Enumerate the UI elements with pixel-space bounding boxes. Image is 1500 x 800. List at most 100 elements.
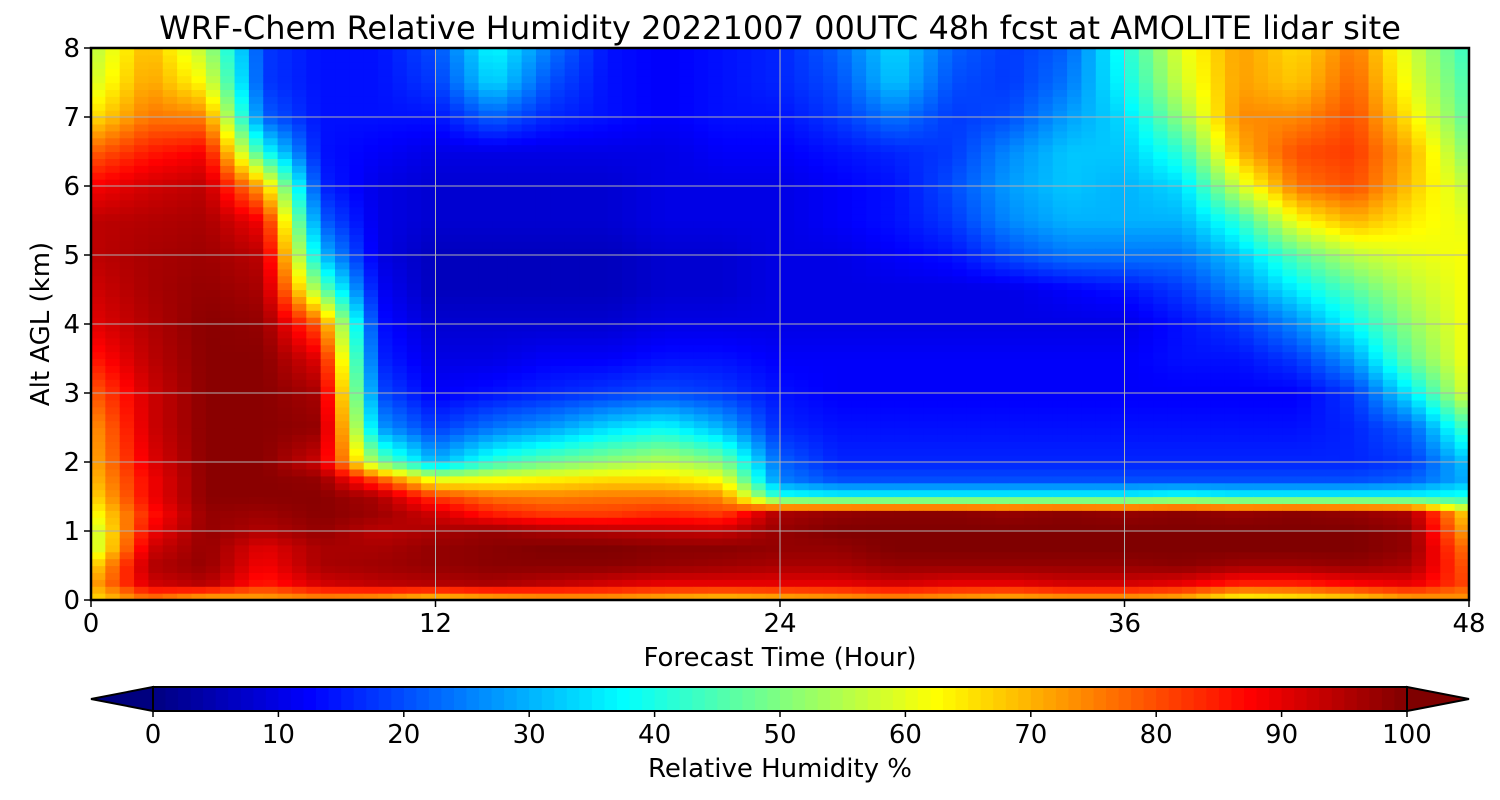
heatmap-cell <box>478 227 494 235</box>
heatmap-cell <box>622 61 638 70</box>
heatmap-cell <box>435 130 451 139</box>
heatmap-cell <box>550 399 566 408</box>
heatmap-cell <box>91 123 106 132</box>
heatmap-cell <box>421 593 437 601</box>
heatmap-cell <box>421 358 437 366</box>
heatmap-cell <box>837 551 853 560</box>
heatmap-cell <box>492 282 508 291</box>
heatmap-cell <box>234 448 250 456</box>
heatmap-cell <box>406 151 422 159</box>
heatmap-cell <box>894 344 910 353</box>
heatmap-cell <box>665 296 681 304</box>
heatmap-cell <box>220 151 236 159</box>
heatmap-cell <box>564 96 580 104</box>
heatmap-cell <box>650 393 666 401</box>
heatmap-cell <box>335 393 350 401</box>
heatmap-cell <box>177 199 193 208</box>
heatmap-cell <box>751 137 767 146</box>
heatmap-cell <box>966 199 982 208</box>
heatmap-cell <box>464 123 480 132</box>
heatmap-cell <box>521 144 537 153</box>
heatmap-cell <box>177 172 193 180</box>
heatmap-cell <box>665 248 681 256</box>
heatmap-cell <box>894 330 910 339</box>
heatmap-cell <box>880 192 896 201</box>
heatmap-cell <box>177 448 193 456</box>
heatmap-cell <box>952 199 968 208</box>
heatmap-cell <box>349 434 365 442</box>
heatmap-cell <box>579 565 594 573</box>
heatmap-cell <box>507 227 523 235</box>
heatmap-cell <box>507 399 523 408</box>
heatmap-cell <box>306 192 322 201</box>
heatmap-cell <box>952 351 968 360</box>
heatmap-cell <box>564 441 580 449</box>
heatmap-cell <box>866 455 882 463</box>
heatmap-cell <box>406 337 422 346</box>
heatmap-cell <box>808 337 824 346</box>
heatmap-cell <box>564 586 580 594</box>
heatmap-cell <box>277 330 293 339</box>
heatmap-cell <box>937 593 953 601</box>
heatmap-cell <box>736 192 752 201</box>
heatmap-cell <box>564 468 580 477</box>
heatmap-cell <box>234 296 250 304</box>
heatmap-cell <box>866 255 882 263</box>
heatmap-cell <box>507 455 523 463</box>
heatmap-cell <box>765 448 781 456</box>
heatmap-cell <box>248 455 264 463</box>
heatmap-cell <box>937 255 953 263</box>
heatmap-cell <box>205 593 221 601</box>
heatmap-cell <box>492 172 508 180</box>
heatmap-cell <box>937 213 953 222</box>
heatmap-cell <box>148 337 164 346</box>
heatmap-cell <box>607 468 623 477</box>
heatmap-cell <box>119 517 135 525</box>
heatmap-cell <box>679 151 695 159</box>
heatmap-cell <box>693 586 709 594</box>
heatmap-cell <box>464 386 480 394</box>
heatmap-cell <box>665 372 681 380</box>
heatmap-cell <box>550 303 566 311</box>
heatmap-cell <box>622 475 638 484</box>
heatmap-cell <box>263 303 279 311</box>
heatmap-cell <box>492 462 508 470</box>
heatmap-cell <box>937 144 953 153</box>
heatmap-cell <box>177 579 193 587</box>
heatmap-cell <box>593 524 609 532</box>
heatmap-cell <box>564 213 580 222</box>
heatmap-cell <box>535 110 551 118</box>
heatmap-cell <box>794 420 810 429</box>
heatmap-cell <box>693 448 709 456</box>
heatmap-cell <box>693 61 709 70</box>
heatmap-cell <box>535 289 551 297</box>
heatmap-cell <box>277 289 293 297</box>
heatmap-cell <box>392 579 408 587</box>
heatmap-cell <box>622 503 638 511</box>
heatmap-cell <box>134 289 150 297</box>
heatmap-cell <box>564 448 580 456</box>
heatmap-cell <box>277 544 293 553</box>
heatmap-cell <box>91 413 106 422</box>
heatmap-cell <box>378 489 394 498</box>
heatmap-cell <box>579 227 594 235</box>
heatmap-cell <box>119 54 135 63</box>
heatmap-cell <box>607 248 623 256</box>
heatmap-cell <box>392 144 408 153</box>
heatmap-cell <box>693 151 709 159</box>
heatmap-cell <box>622 103 638 111</box>
heatmap-cell <box>248 393 264 401</box>
heatmap-cell <box>378 48 394 56</box>
heatmap-cell <box>622 324 638 332</box>
heatmap-cell <box>909 379 925 387</box>
heatmap-cell <box>693 275 709 284</box>
heatmap-cell <box>952 275 968 284</box>
heatmap-cell <box>622 82 638 90</box>
heatmap-cell <box>823 241 839 249</box>
heatmap-cell <box>579 282 594 291</box>
heatmap-cell <box>607 393 623 401</box>
heatmap-cell <box>794 455 810 463</box>
heatmap-cell <box>794 462 810 470</box>
heatmap-cell <box>91 54 106 63</box>
heatmap-cell <box>335 227 350 235</box>
